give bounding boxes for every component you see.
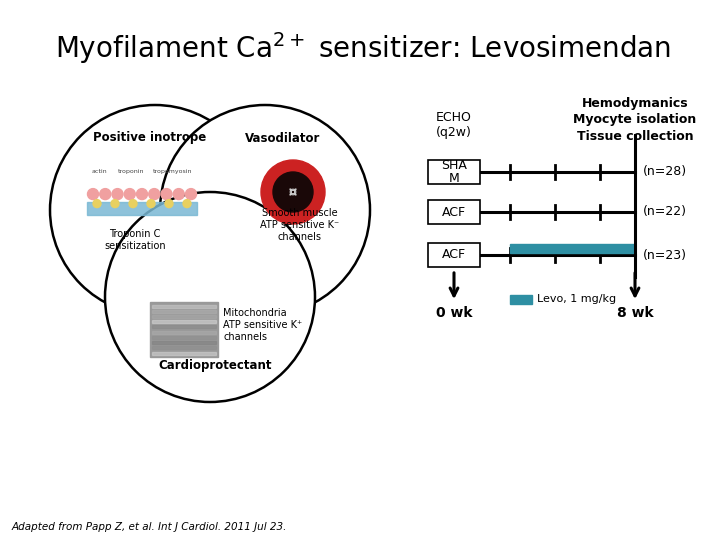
Text: ACF: ACF xyxy=(442,206,466,219)
Bar xyxy=(152,336,216,339)
Circle shape xyxy=(161,188,172,200)
Text: Hemodymanics
Myocyte isolation
Tissue collection: Hemodymanics Myocyte isolation Tissue co… xyxy=(573,98,697,143)
Text: ECHO
(q2w): ECHO (q2w) xyxy=(436,111,472,139)
Bar xyxy=(87,202,197,215)
Circle shape xyxy=(129,200,137,207)
Text: Positive inotrope: Positive inotrope xyxy=(94,132,207,145)
Circle shape xyxy=(125,188,135,200)
Text: Adapted from Papp Z, et al. Int J Cardiol. 2011 Jul 23.: Adapted from Papp Z, et al. Int J Cardio… xyxy=(12,522,287,532)
Bar xyxy=(152,305,216,307)
Circle shape xyxy=(111,200,119,207)
Bar xyxy=(510,244,635,253)
Text: Cardioprotectant: Cardioprotectant xyxy=(158,359,271,372)
Circle shape xyxy=(261,160,325,224)
Text: tropomyosin: tropomyosin xyxy=(153,169,192,174)
Bar xyxy=(428,160,480,184)
Circle shape xyxy=(149,188,160,200)
Bar xyxy=(428,243,480,267)
Text: Smooth muscle
ATP sensitive K⁻
channels: Smooth muscle ATP sensitive K⁻ channels xyxy=(261,207,340,242)
Bar xyxy=(152,310,216,313)
Text: troponin: troponin xyxy=(118,169,144,174)
Circle shape xyxy=(273,172,313,212)
Bar xyxy=(152,315,216,318)
Bar xyxy=(150,302,218,357)
Circle shape xyxy=(105,192,315,402)
Bar xyxy=(152,326,216,328)
Bar xyxy=(152,330,216,334)
Circle shape xyxy=(50,105,260,315)
Circle shape xyxy=(183,200,191,207)
Text: actin: actin xyxy=(92,169,107,174)
Text: (n=22): (n=22) xyxy=(643,206,687,219)
Bar xyxy=(152,320,216,323)
Circle shape xyxy=(147,200,155,207)
Text: 0 wk: 0 wk xyxy=(436,306,472,320)
Circle shape xyxy=(186,188,197,200)
Text: ACF: ACF xyxy=(442,248,466,261)
Circle shape xyxy=(88,188,99,200)
Circle shape xyxy=(160,105,370,315)
Text: Vasodilator: Vasodilator xyxy=(246,132,320,145)
Text: Mitochondria
ATP sensitive K⁺
channels: Mitochondria ATP sensitive K⁺ channels xyxy=(223,308,302,342)
Bar xyxy=(510,295,532,304)
Bar xyxy=(152,346,216,349)
Text: (n=28): (n=28) xyxy=(643,165,687,179)
Text: Levo, 1 mg/kg: Levo, 1 mg/kg xyxy=(537,294,616,305)
Circle shape xyxy=(100,188,111,200)
Bar xyxy=(428,200,480,224)
Circle shape xyxy=(174,188,184,200)
Text: 8 wk: 8 wk xyxy=(617,306,653,320)
Text: (n=23): (n=23) xyxy=(643,248,687,261)
Text: Myofilament Ca$^{2+}$ sensitizer: Levosimendan: Myofilament Ca$^{2+}$ sensitizer: Levosi… xyxy=(55,30,671,66)
Circle shape xyxy=(137,188,148,200)
Circle shape xyxy=(112,188,123,200)
Text: Troponin C
sensitization: Troponin C sensitization xyxy=(104,229,166,251)
Circle shape xyxy=(93,200,101,207)
Text: SHA
M: SHA M xyxy=(441,159,467,185)
Bar xyxy=(152,341,216,344)
Circle shape xyxy=(165,200,173,207)
Bar xyxy=(152,352,216,354)
